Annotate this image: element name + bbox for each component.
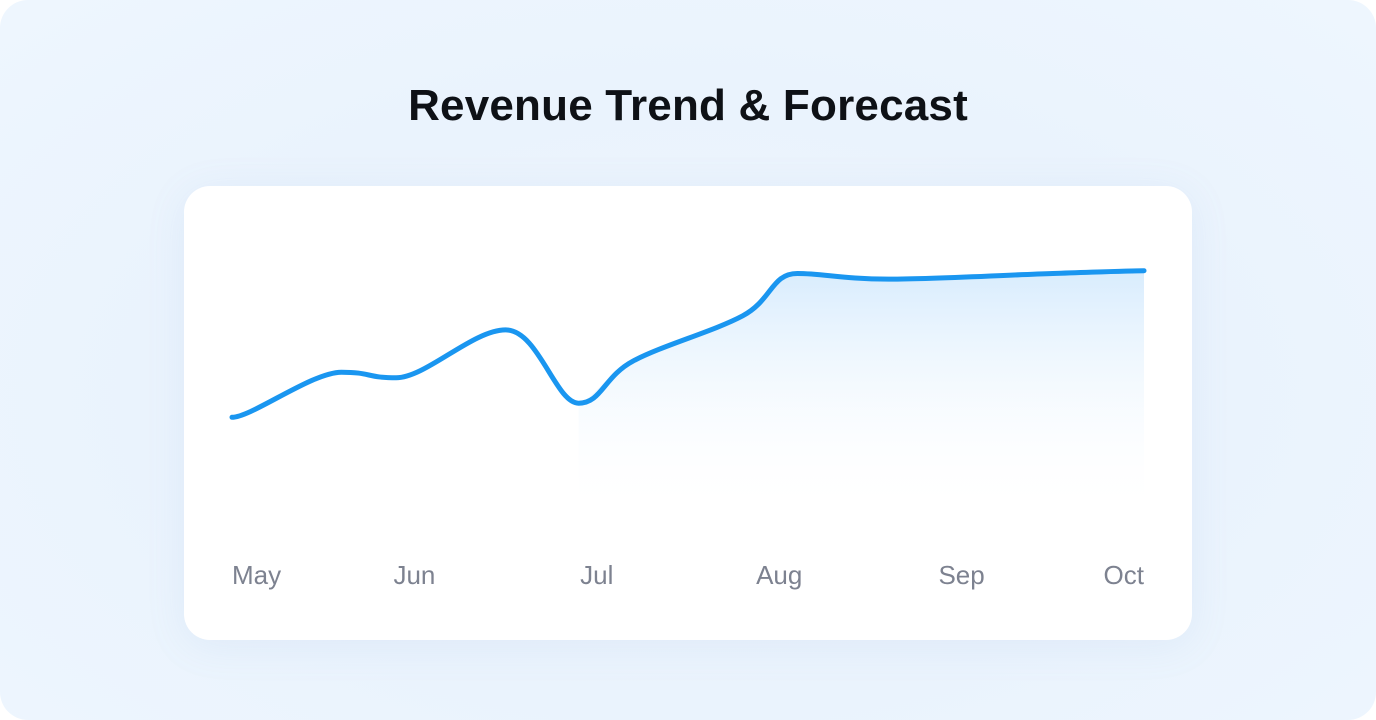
x-tick-label-jun: Jun [393,560,435,590]
line-chart: May Jun Jul Aug Sep Oct [229,268,1147,590]
x-tick-label-aug: Aug [756,560,802,590]
x-tick-label-may: May [232,560,281,590]
chart-title: Revenue Trend & Forecast [408,81,968,130]
x-tick-label-sep: Sep [938,560,984,590]
revenue-series-line [229,268,1147,420]
chart-card: May Jun Jul Aug Sep Oct [184,186,1192,640]
x-tick-label-oct: Oct [1104,560,1145,590]
forecast-area [578,270,1144,516]
x-tick-label-jul: Jul [580,560,613,590]
